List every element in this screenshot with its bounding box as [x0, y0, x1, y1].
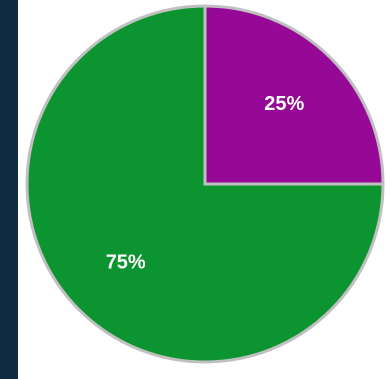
pie-labels: 25% 75% — [106, 93, 305, 274]
pie-slice-label: 75% — [106, 252, 146, 274]
pie-slice-25pct — [203, 4, 385, 186]
chart-canvas: 25% 75% — [18, 0, 386, 379]
pie-slices — [25, 4, 385, 364]
pie-slice-75pct — [25, 4, 385, 364]
pie-chart: 25% 75% — [25, 4, 385, 364]
pie-slice-label: 25% — [264, 93, 304, 115]
